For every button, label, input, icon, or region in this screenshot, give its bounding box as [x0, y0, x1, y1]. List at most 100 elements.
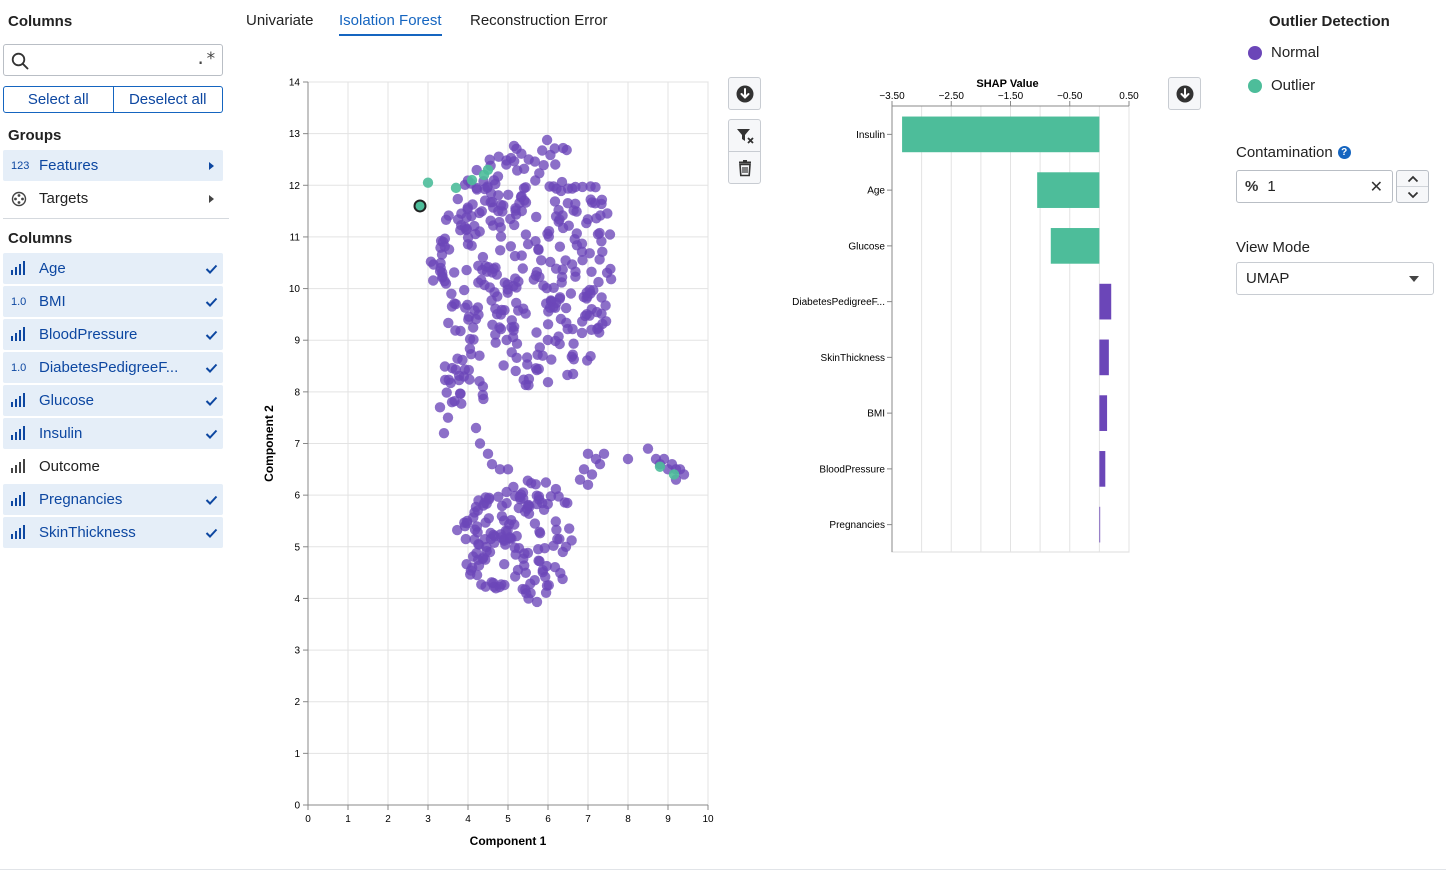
- normal-point[interactable]: [511, 352, 522, 363]
- normal-point[interactable]: [533, 555, 544, 566]
- normal-point[interactable]: [522, 359, 533, 370]
- normal-point[interactable]: [520, 308, 531, 319]
- normal-point[interactable]: [487, 196, 498, 208]
- normal-point[interactable]: [536, 255, 547, 266]
- normal-point[interactable]: [496, 511, 508, 522]
- normal-point[interactable]: [533, 243, 544, 255]
- normal-point[interactable]: [486, 577, 497, 588]
- normal-point[interactable]: [462, 239, 474, 250]
- normal-point[interactable]: [508, 325, 519, 336]
- normal-point[interactable]: [495, 309, 507, 320]
- normal-point[interactable]: [516, 190, 527, 202]
- normal-point[interactable]: [525, 578, 536, 589]
- normal-point[interactable]: [511, 297, 522, 309]
- normal-point[interactable]: [542, 334, 553, 346]
- normal-point[interactable]: [496, 500, 508, 512]
- normal-point[interactable]: [474, 438, 486, 449]
- normal-point[interactable]: [537, 350, 548, 361]
- normal-point[interactable]: [494, 464, 506, 475]
- normal-point[interactable]: [478, 393, 489, 405]
- normal-point[interactable]: [513, 502, 524, 514]
- tab-reconstruction-error[interactable]: Reconstruction Error: [470, 12, 608, 29]
- normal-point[interactable]: [509, 250, 521, 262]
- normal-point[interactable]: [487, 319, 498, 330]
- normal-point[interactable]: [496, 532, 507, 543]
- normal-point[interactable]: [441, 387, 452, 398]
- download-shap-button[interactable]: [1168, 77, 1201, 110]
- normal-point[interactable]: [511, 143, 522, 154]
- normal-point[interactable]: [568, 338, 579, 349]
- normal-point[interactable]: [517, 263, 528, 274]
- normal-point[interactable]: [584, 248, 595, 259]
- normal-point[interactable]: [440, 214, 452, 225]
- normal-point[interactable]: [450, 298, 461, 310]
- normal-point[interactable]: [449, 267, 460, 278]
- normal-point[interactable]: [476, 206, 487, 217]
- normal-point[interactable]: [463, 314, 474, 325]
- normal-point[interactable]: [557, 264, 568, 275]
- normal-point[interactable]: [554, 533, 565, 545]
- normal-point[interactable]: [467, 199, 478, 210]
- normal-point[interactable]: [642, 443, 654, 454]
- normal-point[interactable]: [446, 288, 457, 299]
- increment-button[interactable]: [1397, 171, 1428, 187]
- normal-point[interactable]: [562, 369, 573, 381]
- normal-point[interactable]: [502, 279, 513, 290]
- normal-point[interactable]: [597, 246, 608, 257]
- normal-point[interactable]: [480, 517, 491, 528]
- column-item-glucose[interactable]: Glucose: [3, 385, 223, 416]
- normal-point[interactable]: [472, 302, 484, 313]
- help-icon[interactable]: ?: [1337, 146, 1351, 159]
- normal-point[interactable]: [548, 540, 559, 551]
- normal-point[interactable]: [468, 322, 479, 333]
- normal-point[interactable]: [576, 327, 588, 339]
- normal-point[interactable]: [498, 360, 509, 371]
- normal-point[interactable]: [490, 337, 501, 348]
- normal-point[interactable]: [601, 267, 613, 278]
- normal-point[interactable]: [529, 156, 541, 167]
- normal-point[interactable]: [530, 236, 541, 247]
- normal-point[interactable]: [570, 266, 581, 277]
- normal-point[interactable]: [564, 523, 575, 534]
- normal-point[interactable]: [542, 319, 554, 330]
- normal-point[interactable]: [590, 182, 601, 193]
- normal-point[interactable]: [428, 275, 439, 286]
- normal-point[interactable]: [594, 458, 606, 470]
- normal-point[interactable]: [548, 282, 559, 293]
- normal-point[interactable]: [540, 477, 552, 488]
- normal-point[interactable]: [501, 486, 512, 498]
- normal-point[interactable]: [521, 588, 532, 599]
- normal-point[interactable]: [485, 527, 496, 539]
- normal-point[interactable]: [466, 211, 477, 222]
- normal-point[interactable]: [460, 533, 471, 545]
- normal-point[interactable]: [477, 381, 489, 392]
- normal-point[interactable]: [443, 317, 454, 329]
- column-item-diabetespedigreef[interactable]: 1.0 DiabetesPedigreeF...: [3, 352, 223, 383]
- normal-point[interactable]: [509, 519, 520, 530]
- normal-point[interactable]: [598, 448, 610, 460]
- column-search-input[interactable]: .*: [3, 44, 223, 76]
- normal-point[interactable]: [470, 314, 482, 325]
- normal-point[interactable]: [493, 491, 504, 502]
- normal-point[interactable]: [456, 208, 467, 219]
- normal-point[interactable]: [554, 241, 566, 252]
- column-item-age[interactable]: Age: [3, 253, 223, 284]
- outlier-point[interactable]: [478, 169, 490, 181]
- tab-isolation-forest[interactable]: Isolation Forest: [339, 12, 442, 36]
- group-item-features[interactable]: 123 Features: [3, 150, 223, 181]
- normal-point[interactable]: [496, 579, 507, 590]
- normal-point[interactable]: [542, 377, 554, 388]
- normal-point[interactable]: [534, 342, 545, 353]
- normal-point[interactable]: [534, 168, 545, 179]
- normal-point[interactable]: [499, 559, 510, 570]
- normal-point[interactable]: [562, 497, 573, 509]
- normal-point[interactable]: [495, 231, 507, 242]
- normal-point[interactable]: [582, 479, 594, 491]
- normal-point[interactable]: [509, 219, 520, 231]
- normal-point[interactable]: [538, 280, 549, 291]
- normal-point[interactable]: [529, 518, 541, 529]
- normal-point[interactable]: [546, 354, 557, 365]
- normal-point[interactable]: [531, 596, 543, 608]
- outlier-point[interactable]: [466, 174, 478, 186]
- normal-point[interactable]: [460, 302, 471, 313]
